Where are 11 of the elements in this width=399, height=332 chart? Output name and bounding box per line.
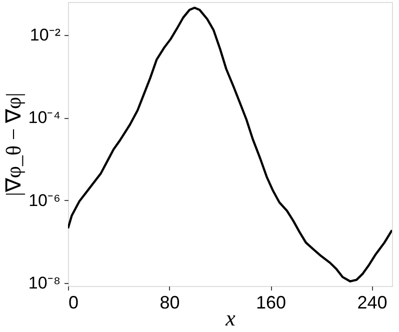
y-tick-label: 10⁻⁴	[28, 108, 60, 128]
y-tick-label: 10⁻⁸	[28, 274, 60, 293]
x-tick-label: 240	[357, 292, 388, 312]
x-axis-title: x	[224, 306, 236, 330]
y-tick-label: 10⁻⁶	[28, 190, 60, 210]
y-tick-label: 10⁻²	[30, 25, 61, 44]
x-tick-label: 0	[68, 292, 79, 312]
x-tick-label: 160	[256, 292, 286, 312]
x-tick-label: 80	[160, 292, 180, 312]
line-series	[68, 6, 392, 282]
y-axis-title: |∇φ_θ − ∇φ|	[1, 92, 26, 196]
